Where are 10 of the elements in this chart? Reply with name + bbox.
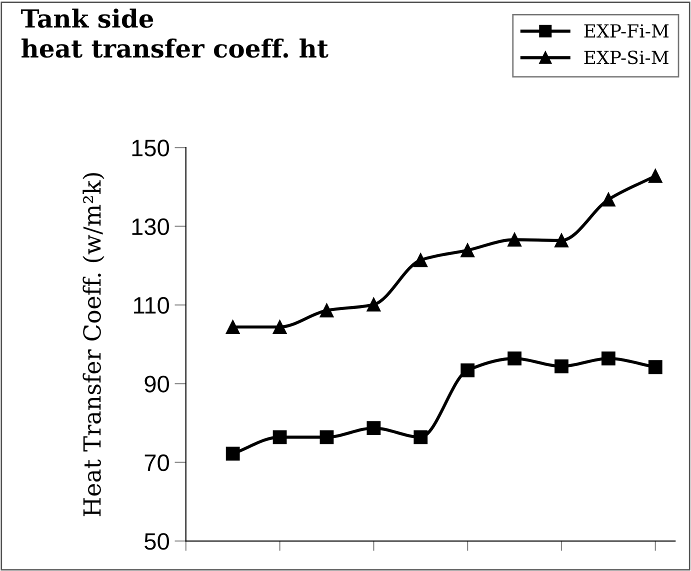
y-tick-label: 70 [144,454,169,472]
y-tick-label: 90 [144,376,169,392]
y-tick-label: 50 [144,533,169,550]
y-tick-label: 150 [132,140,169,156]
legend-label: EXP-Si-M [584,50,668,64]
y-tick-label: 110 [134,297,169,314]
chart-title: Tank side heat transfer coeff. ht [21,8,328,58]
y-axis-title: Heat Transfer Coeff. (w/m²k) [82,173,104,516]
legend-label: EXP-Fi-M [584,24,669,38]
y-tick-label: 130 [132,218,169,236]
